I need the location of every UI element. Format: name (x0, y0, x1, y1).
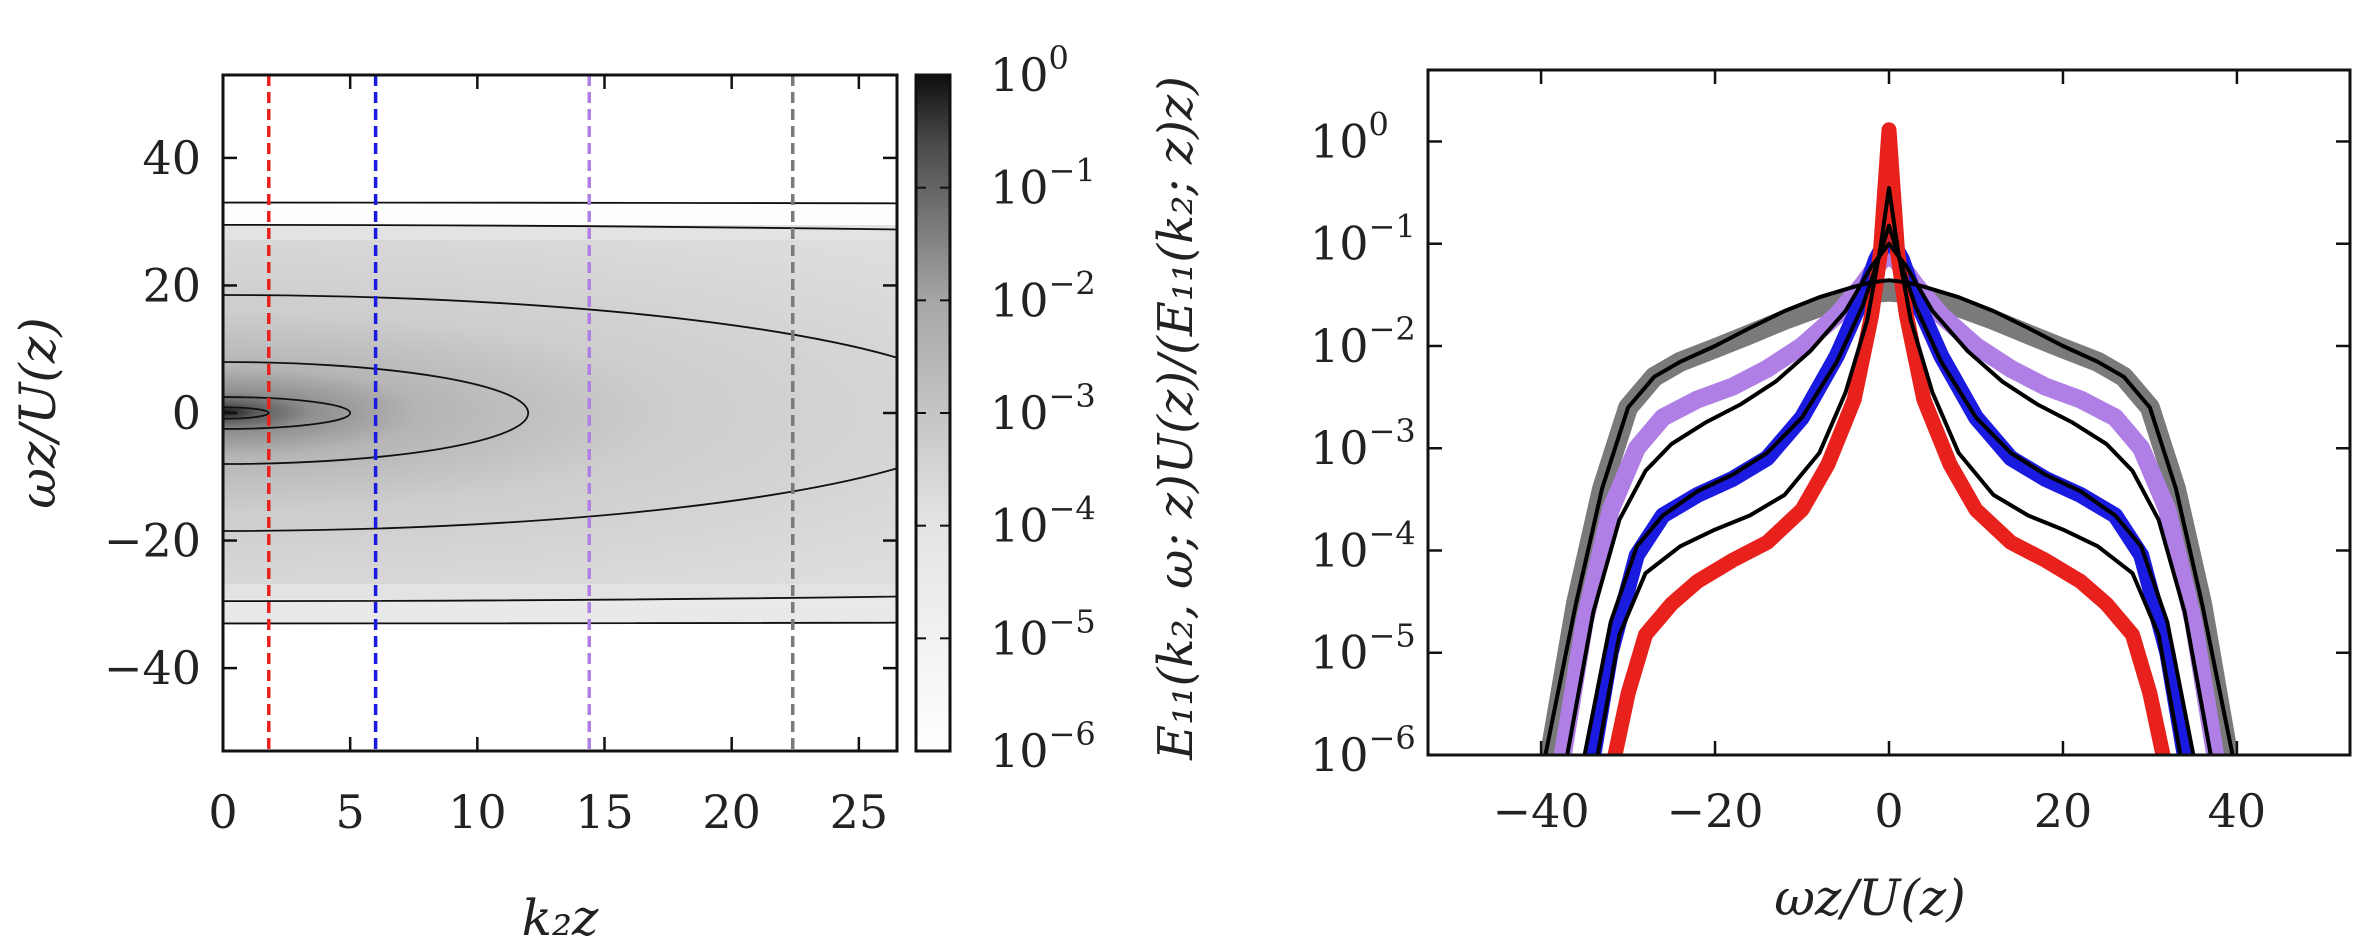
series-line (1553, 244, 2225, 755)
heatmap-ylabel: ωz/U(z) (9, 317, 67, 508)
y-tick-label: 20 (142, 258, 201, 312)
y-tick-label: 10−3 (1310, 412, 1416, 475)
x-tick-label: 0 (1874, 784, 1903, 838)
x-tick-label: 0 (208, 785, 237, 839)
x-tick-label: 25 (830, 785, 889, 839)
colorbar-tick-label: 10−6 (990, 715, 1096, 778)
y-tick-label: 40 (142, 131, 201, 185)
series-line (1607, 122, 2171, 755)
y-tick-label: 0 (172, 386, 201, 440)
x-tick-label: 15 (575, 785, 634, 839)
heatmap-xlabel: k₂z (522, 889, 599, 944)
colorbar-tick-label: 10−5 (990, 602, 1096, 665)
y-tick-label: 10−2 (1310, 310, 1416, 373)
y-tick-label: 10−1 (1310, 208, 1416, 271)
heatmap-axis-ticks: 0 5 10 15 20 25 −40 −20 0 20 40 (104, 75, 897, 839)
colorbar-tick-label: 10−1 (990, 152, 1096, 215)
y-tick-label: 100 (1310, 105, 1389, 168)
y-tick-label: 10−6 (1310, 719, 1416, 782)
series-line (1565, 241, 2213, 755)
colorbar-tick-label: 10−2 (990, 264, 1096, 327)
slice-lines (267, 75, 795, 751)
x-tick-label: 10 (448, 785, 507, 839)
series-line (1595, 186, 2183, 755)
contour-1e-3 (223, 361, 530, 465)
series-line (1543, 278, 2235, 755)
x-tick-label: −40 (1493, 784, 1590, 838)
x-tick-label: 20 (2034, 784, 2093, 838)
colorbar-tick-label: 100 (990, 39, 1069, 102)
colorbar-ticks: 100 10−1 10−2 10−3 10−4 10−5 10−6 (916, 39, 1096, 778)
series-line (1582, 223, 2196, 755)
heatmap-body (223, 240, 897, 584)
x-tick-label: 40 (2208, 784, 2267, 838)
y-tick-label: −40 (104, 641, 201, 695)
colorbar-label: E₁₁(k₂, ω; z)U(z)/(E₁₁(k₂; z)z) (1148, 76, 1204, 761)
line-axis-ticks: −40 −20 0 20 40 100 10−1 10−2 10−3 10−4 10−5 10−6 (1310, 70, 2350, 838)
x-tick-label: 20 (702, 785, 761, 839)
contour-1e-2 (223, 396, 352, 430)
heatmap-panel: 0 5 10 15 20 25 −40 −20 0 20 40 k₂z ωz/U(z) (9, 73, 899, 944)
line-xlabel: ωz/U(z) (1774, 869, 1965, 927)
colorbar-tick-label: 10−3 (990, 377, 1096, 440)
y-tick-label: 10−5 (1310, 617, 1416, 680)
x-tick-label: 5 (336, 785, 365, 839)
y-tick-label: −20 (104, 514, 201, 568)
colorbar-tick-label: 10−4 (990, 490, 1096, 553)
line-series-group (1539, 122, 2239, 755)
colorbar: 100 10−1 10−2 10−3 10−4 10−5 10−6 E₁₁(k₂, ω; z… (914, 39, 1204, 778)
line-panel: −40 −20 0 20 40 100 10−1 10−2 10−3 10−4 10−5 10−6 ω… (1310, 68, 2352, 927)
y-tick-label: 10−4 (1310, 514, 1416, 577)
x-tick-label: −20 (1666, 784, 1763, 838)
